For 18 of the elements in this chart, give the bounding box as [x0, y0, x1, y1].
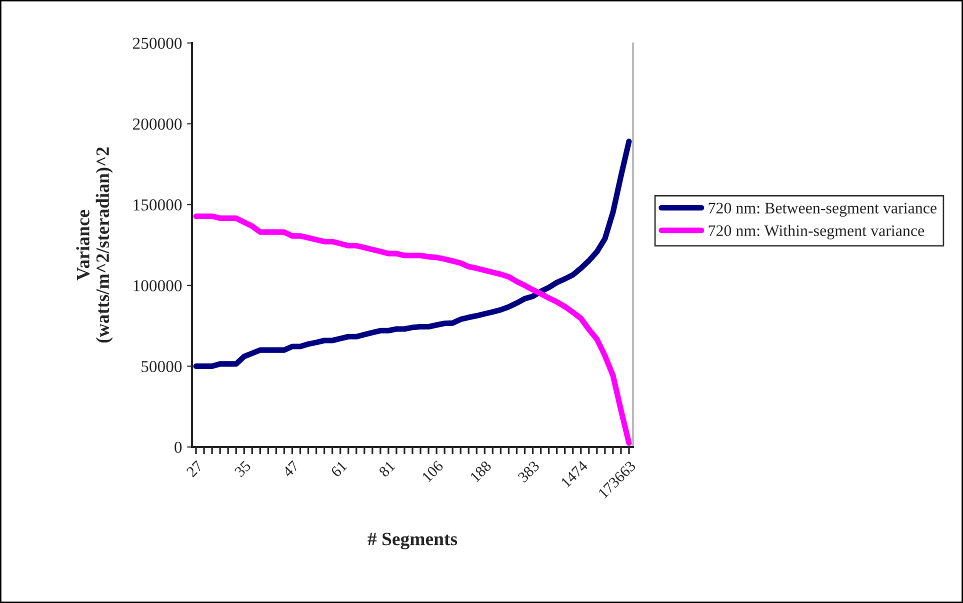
x-tick-label: 106	[422, 460, 444, 482]
y-tick-label: 250000	[133, 38, 182, 49]
legend-label: 720 nm: Between-segment variance	[708, 202, 936, 217]
y-tick-label: 200000	[133, 118, 182, 130]
y-tick-label: 150000	[134, 199, 182, 211]
x-tick-label: 81	[378, 460, 396, 478]
x-tick-label: 35	[234, 460, 252, 478]
x-tick-label: 27	[186, 460, 204, 478]
y-tick-label: 50000	[142, 360, 182, 372]
x-tick-label: 188	[470, 460, 492, 482]
x-tick-label: 47	[282, 460, 300, 478]
y-tick-label: 100000	[134, 280, 182, 292]
x-axis-title: # Segments	[368, 532, 458, 550]
y-tick-label: 0	[174, 442, 182, 453]
x-tick-label: 61	[330, 460, 348, 478]
legend-label: 720 nm: Within-segment variance	[708, 224, 924, 240]
y-axis-title: Variance (watts/m^2/steradian)^2	[76, 147, 113, 343]
x-tick-label: 383	[517, 460, 540, 483]
